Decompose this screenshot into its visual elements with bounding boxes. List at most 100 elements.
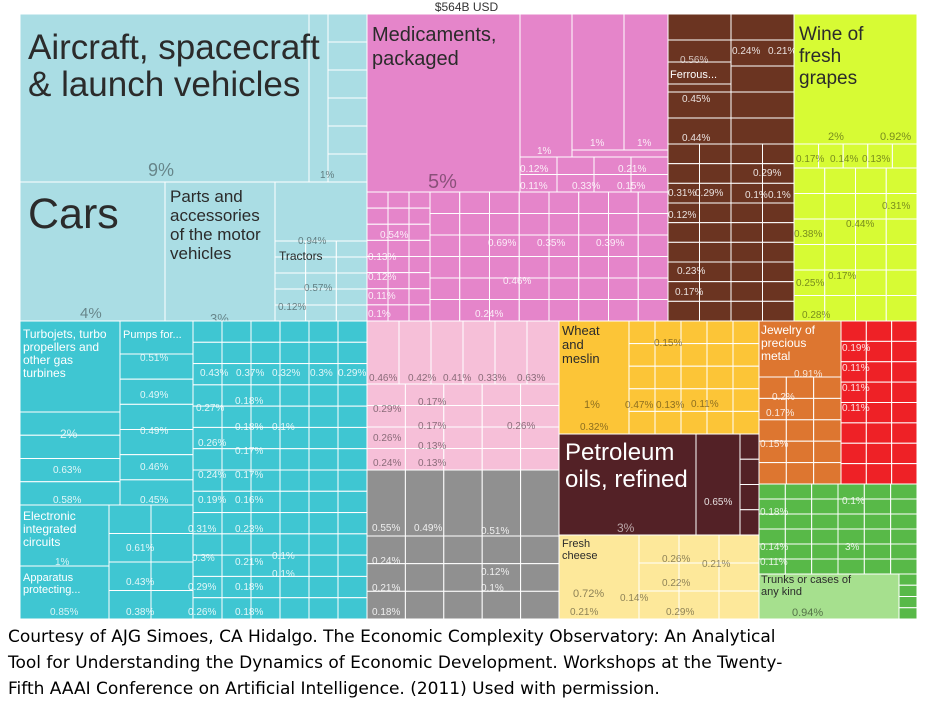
treemap-subtile	[865, 361, 893, 383]
treemap-percent-label: 0.12%	[668, 210, 696, 221]
treemap-subtile	[608, 277, 639, 300]
treemap-subtile	[890, 528, 917, 545]
treemap-subtile	[784, 543, 813, 560]
block-percent-pumps: 0.51%	[140, 353, 168, 364]
block-label-cheese: Fresh	[562, 538, 590, 550]
treemap-percent-label: 0.42%	[408, 373, 436, 384]
treemap-subtile	[699, 163, 732, 184]
treemap-subtile	[762, 143, 795, 165]
treemap-subtile	[824, 218, 856, 245]
treemap-subtile	[481, 535, 522, 565]
treemap-subtile	[518, 299, 550, 322]
treemap-subtile	[718, 590, 760, 619]
treemap-percent-label: 0.47%	[625, 400, 653, 411]
treemap-percent-label: 0.11%	[368, 291, 396, 302]
treemap-percent-label: 0.14%	[620, 593, 648, 604]
treemap-subtile	[337, 575, 368, 599]
treemap-subtile	[119, 353, 194, 380]
treemap-percent-label: 0.18%	[235, 607, 263, 618]
treemap-subtile	[489, 256, 520, 279]
treemap-subtile	[891, 463, 917, 485]
treemap-subtile	[221, 533, 252, 556]
treemap-subtile	[840, 463, 867, 485]
treemap-subtile	[429, 256, 461, 279]
treemap-subtile	[762, 241, 795, 263]
treemap-subtile	[706, 365, 734, 390]
treemap-subtile	[327, 41, 368, 71]
treemap-subtile	[863, 483, 892, 500]
treemap-subtile	[430, 320, 464, 385]
treemap-percent-label: 0.39%	[596, 238, 624, 249]
treemap-percent-label: 0.49%	[140, 390, 168, 401]
treemap-percent-label: 0.15%	[654, 338, 682, 349]
treemap-subtile	[706, 343, 734, 367]
treemap-subtile	[481, 448, 522, 471]
treemap-percent-label: 0.21%	[768, 46, 796, 57]
treemap-percent-label: 0.13%	[418, 441, 446, 452]
treemap-percent-label: 0.11%	[842, 403, 870, 414]
treemap-subtile	[739, 509, 760, 536]
treemap-subtile	[637, 234, 669, 257]
block-label-cheese: cheese	[562, 550, 597, 562]
treemap-subtile	[891, 361, 917, 383]
treemap-subtile	[308, 575, 339, 599]
treemap-subtile	[459, 234, 490, 257]
tile-chem-2	[571, 14, 625, 151]
block-label-turbojets: propellers and	[23, 340, 99, 354]
treemap-subtile	[366, 320, 400, 385]
treemap-subtile	[408, 207, 431, 225]
treemap-subtile	[489, 191, 520, 214]
treemap-subtile	[813, 419, 842, 442]
treemap-subtile	[898, 607, 917, 619]
treemap-subtile	[335, 272, 368, 290]
block-label-wine: Wine of	[799, 24, 864, 45]
treemap-subtile	[758, 483, 786, 500]
treemap-subtile	[885, 295, 917, 322]
block-percent-apparatus: 0.85%	[50, 607, 78, 618]
treemap-subtile	[699, 222, 732, 243]
treemap-percent-label: 0.49%	[140, 426, 168, 437]
treemap-subtile	[793, 193, 826, 220]
treemap-percent-label: 0.24%	[372, 556, 400, 567]
treemap-subtile	[337, 405, 368, 428]
treemap-percent-label: 0.24%	[475, 309, 503, 320]
treemap-percent-label: 0.31%	[882, 201, 910, 212]
treemap-subtile	[335, 256, 368, 274]
treemap-subtile	[548, 191, 580, 214]
treemap-subtile	[637, 213, 669, 236]
block-label-aircraft: Aircraft, spacecraft	[28, 28, 320, 67]
treemap-percent-label: 0.21%	[570, 607, 598, 618]
treemap-subtile	[337, 320, 368, 343]
tile-tractors	[274, 181, 368, 242]
treemap-subtile	[891, 320, 917, 342]
treemap-subtile	[250, 320, 281, 343]
treemap-subtile	[793, 218, 826, 245]
block-label-motor-parts: Parts and	[170, 187, 243, 206]
treemap-subtile	[784, 558, 813, 575]
treemap-subtile	[308, 490, 339, 514]
treemap-subtile	[608, 191, 639, 214]
treemap-percent-label: 0.17%	[418, 397, 446, 408]
treemap-percent-label: 0.38%	[126, 607, 154, 618]
tile-chem-3	[623, 14, 669, 151]
treemap-subtile	[730, 300, 763, 322]
treemap-subtile	[404, 590, 445, 619]
block-percent-turbojets: 2%	[60, 427, 78, 441]
treemap-subtile	[408, 288, 431, 306]
treemap-percent-label: 0.1%	[272, 569, 295, 580]
treemap-percent-label: 0.24%	[732, 46, 760, 57]
treemap-subtile	[730, 202, 763, 224]
treemap-subtile	[699, 143, 732, 165]
treemap-subtile	[837, 513, 865, 530]
treemap-subtile	[429, 277, 461, 300]
attribution-caption: Courtesy of AJG Simoes, CA Hidalgo. The …	[8, 624, 928, 702]
treemap-subtile	[890, 543, 917, 560]
block-label-medicaments: Medicaments,	[372, 24, 497, 46]
block-label-motor-parts: accessories	[170, 206, 260, 225]
treemap-percent-label: 0.18%	[235, 582, 263, 593]
treemap-subtile	[337, 512, 368, 535]
treemap-subtile	[730, 14, 795, 41]
treemap-percent-label: 0.29%	[188, 582, 216, 593]
treemap-percent-label: 0.18%	[372, 607, 400, 618]
treemap-subtile	[638, 562, 680, 592]
